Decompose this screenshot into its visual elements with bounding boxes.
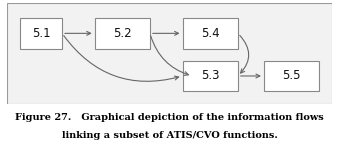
Text: 5.4: 5.4 [201,27,219,40]
FancyBboxPatch shape [20,18,62,49]
Text: 5.2: 5.2 [113,27,132,40]
Text: 5.1: 5.1 [32,27,50,40]
FancyBboxPatch shape [264,61,319,91]
FancyBboxPatch shape [7,3,332,104]
Text: 5.3: 5.3 [201,69,219,83]
FancyBboxPatch shape [95,18,150,49]
Text: Figure 27.   Graphical depiction of the information flows: Figure 27. Graphical depiction of the in… [15,113,324,122]
Text: linking a subset of ATIS/CVO functions.: linking a subset of ATIS/CVO functions. [62,130,277,139]
FancyBboxPatch shape [182,18,238,49]
FancyBboxPatch shape [182,61,238,91]
Text: 5.5: 5.5 [282,69,301,83]
